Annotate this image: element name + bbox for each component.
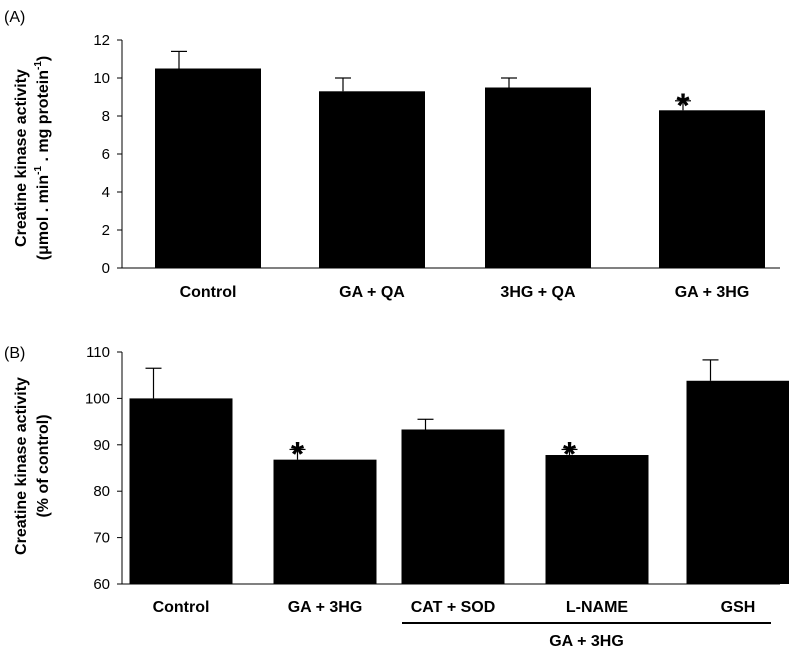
- panel-b-y-tick-label: 90: [93, 437, 110, 454]
- panel-b-significance-1: *: [291, 435, 305, 473]
- panel-b-y-tick-label: 60: [93, 576, 110, 593]
- panel-a-bar-2: [485, 87, 591, 268]
- panel-a-y-tick-label: 10: [93, 70, 110, 87]
- panel-a-y-tick-label: 12: [93, 32, 110, 49]
- panel-b-bar-4: [686, 380, 789, 584]
- panel-b-ylabel-line2: (% of control): [35, 414, 52, 517]
- panel-a-bar-0: [155, 68, 261, 268]
- panel-b-y-tick-label: 100: [85, 390, 110, 407]
- panel-a-significance-3: *: [676, 87, 690, 125]
- panel-b-bar-1: [273, 459, 377, 584]
- panel-a-label: (A): [4, 9, 25, 26]
- panel-a-ylabel-part-1: -1: [33, 166, 44, 175]
- panel-b-ylabel-line1: Creatine kinase activity: [13, 377, 30, 555]
- panel-b-group-label: GA + 3HG: [549, 633, 624, 650]
- panel-b-category-label-1: GA + 3HG: [288, 599, 363, 616]
- panel-a-category-label-0: Control: [180, 284, 237, 301]
- panel-a-y-tick-label: 8: [102, 108, 110, 125]
- panel-b-y-tick-label: 70: [93, 530, 110, 547]
- panel-a-ylabel-line2: (μmol . min-1 . mg protein-1): [33, 56, 52, 260]
- panel-b-significance-3: *: [563, 435, 577, 473]
- panel-a-ylabel-part-0: (μmol . min: [35, 175, 52, 260]
- panel-b-y-tick-label: 80: [93, 483, 110, 500]
- panel-a-ylabel-part-4: ): [35, 56, 52, 61]
- panel-a-ylabel-part-3: -1: [33, 61, 44, 70]
- panel-b-category-label-3: L-NAME: [566, 599, 629, 616]
- panel-b-bar-0: [129, 398, 233, 584]
- panel-a-y-tick-label: 0: [102, 260, 110, 277]
- panel-a-ylabel-part-2: . mg protein: [35, 70, 52, 166]
- panel-a-category-label-2: 3HG + QA: [500, 284, 576, 301]
- panel-a-category-label-3: GA + 3HG: [675, 284, 750, 301]
- panel-a-y-tick-label: 2: [102, 222, 110, 239]
- panel-a-ylabel-line1: Creatine kinase activity: [13, 69, 30, 247]
- panel-b-category-label-4: GSH: [721, 599, 756, 616]
- panel-b-y-tick-label: 110: [86, 344, 110, 361]
- panel-b-category-label-2: CAT + SOD: [411, 599, 496, 616]
- panel-a-bar-1: [319, 91, 425, 268]
- panel-a-bar-3: [659, 110, 765, 268]
- panel-b-bar-2: [401, 429, 505, 584]
- panel-b-bar-3: [545, 455, 649, 584]
- panel-a-y-tick-label: 6: [102, 146, 110, 163]
- panel-a-category-label-1: GA + QA: [339, 284, 405, 301]
- panel-b-category-label-0: Control: [153, 599, 210, 616]
- panel-b-label: (B): [4, 345, 25, 362]
- panel-a-y-tick-label: 4: [102, 184, 110, 201]
